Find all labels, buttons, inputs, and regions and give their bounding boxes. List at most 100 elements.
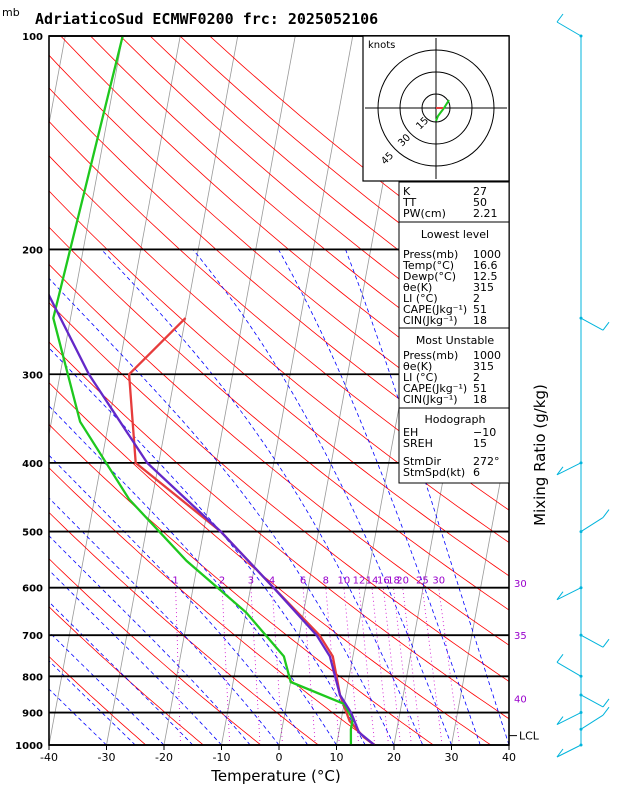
- wind-barb: [556, 712, 582, 726]
- mixing-ratio-label: 12: [353, 576, 366, 587]
- index-lowest-label: θe(K): [403, 281, 432, 294]
- pressure-label-100: 100: [22, 32, 43, 43]
- dry-adiabat: [49, 655, 147, 745]
- index-unstable-label: θe(K): [403, 360, 432, 373]
- index-unstable-label: LI (°C): [403, 371, 438, 384]
- wind-barb: [556, 744, 582, 758]
- wind-barb-flag: [556, 653, 564, 663]
- wind-barb-base: [579, 633, 583, 637]
- wind-barb-flag: [602, 638, 610, 648]
- x-tick-label: -20: [155, 751, 173, 764]
- index-unstable-value: 1000: [473, 349, 501, 362]
- x-tick-label: -40: [40, 751, 58, 764]
- dry-adiabat: [49, 423, 434, 745]
- wind-barb-base: [579, 316, 583, 320]
- wind-barb-base: [579, 711, 583, 715]
- dry-adiabat: [49, 606, 204, 745]
- dry-adiabat: [49, 382, 492, 745]
- index-storm-label: StmSpd(kt): [403, 466, 465, 479]
- chart-title: AdriaticoSud ECMWF0200 frc: 2025052106: [35, 10, 378, 28]
- wind-barb-flag: [556, 716, 564, 725]
- index-lowest-label: Press(mb): [403, 248, 458, 261]
- wind-barb: [580, 517, 604, 532]
- index-unstable-label: CAPE(Jkg⁻¹): [403, 382, 467, 395]
- pressure-label-800: 800: [22, 672, 43, 683]
- pressure-label-500: 500: [22, 528, 43, 539]
- wind-barb: [580, 634, 604, 648]
- dry-adiabat: [49, 155, 509, 543]
- index-hodo-label: SREH: [403, 437, 433, 450]
- index-unstable-value: 2: [473, 371, 480, 384]
- index-hodo-label: EH: [403, 426, 418, 439]
- mixing-ratio-label: 2: [219, 576, 225, 587]
- pressure-label-700: 700: [22, 631, 43, 642]
- index-top-label: K: [403, 185, 411, 198]
- mixing-ratio-line: [175, 587, 181, 745]
- wind-barb-base: [579, 34, 583, 38]
- dry-adiabat: [49, 226, 509, 611]
- index-storm-value: 272°: [473, 455, 500, 468]
- mixing-ratio-label: 18: [387, 576, 400, 587]
- wind-barb-flag: [556, 13, 564, 23]
- wind-barb: [580, 317, 604, 331]
- lcl-label: LCL: [519, 730, 540, 743]
- wind-barb: [556, 462, 582, 476]
- theta-e-label: 40: [514, 695, 527, 706]
- mixing-ratio-label: 14: [366, 576, 379, 587]
- wind-barb-flag: [556, 591, 564, 601]
- parcel-profile: [49, 292, 376, 745]
- index-unstable-value: 315: [473, 360, 494, 373]
- index-top-value: 2.21: [473, 207, 498, 220]
- wind-barb: [580, 694, 604, 708]
- x-tick-label: 30: [445, 751, 459, 764]
- index-storm-value: 6: [473, 466, 480, 479]
- dry-adiabat: [49, 54, 509, 449]
- x-tick-label: 40: [502, 751, 516, 764]
- moist-adiabat: [49, 688, 107, 745]
- mixing-ratio-line: [302, 587, 316, 745]
- isotherm: [49, 36, 124, 437]
- mixing-ratio-label: 30: [432, 576, 445, 587]
- mixing-ratio-label: 16: [377, 576, 390, 587]
- profile-lines: [49, 36, 376, 745]
- moist-adiabat: [49, 631, 165, 745]
- mixing-ratio-label: 3: [248, 576, 254, 587]
- index-table: Lowest level Most Unstable Hodograph K 27…: [398, 181, 510, 484]
- theta-e-label: 35: [514, 631, 527, 642]
- index-unstable-value: 18: [473, 393, 487, 406]
- index-unstable-label: CIN(Jkg⁻¹): [403, 393, 458, 406]
- hodograph-units: knots: [368, 40, 395, 51]
- wind-barb-base: [579, 743, 583, 747]
- hodograph-index-title: Hodograph: [425, 413, 486, 426]
- dry-adiabat: [49, 511, 319, 745]
- index-lowest-label: CAPE(Jkg⁻¹): [403, 303, 467, 316]
- index-lowest-value: 2: [473, 292, 480, 305]
- wind-barb-flag: [556, 748, 564, 758]
- wind-profile: [556, 13, 610, 758]
- isotherm: [451, 432, 509, 745]
- wind-barb-flag: [602, 706, 610, 716]
- index-top-value: 27: [473, 185, 487, 198]
- pressure-label-400: 400: [22, 459, 43, 470]
- moist-adiabat: [278, 249, 481, 745]
- index-top-label: PW(cm): [403, 207, 446, 220]
- mixing-ratio-label: 1: [172, 576, 178, 587]
- wind-barb: [556, 21, 582, 37]
- wind-barb-base: [579, 530, 583, 534]
- temperature-profile: [127, 317, 376, 745]
- hodograph: knots 15 30 45: [362, 35, 510, 182]
- isotherm: [221, 36, 354, 745]
- mixing-ratio-line: [422, 587, 443, 745]
- wind-barb-base: [579, 674, 583, 678]
- mixing-ratio-line: [438, 587, 460, 745]
- wind-barb: [580, 714, 604, 730]
- index-hodo-value: 15: [473, 437, 487, 450]
- dry-adiabat: [49, 120, 509, 511]
- x-tick-label: -10: [213, 751, 231, 764]
- mixing-ratio-axis-title: Mixing Ratio (g/kg): [531, 384, 549, 526]
- dry-adiabat: [49, 87, 509, 480]
- moist-adiabat: [49, 660, 136, 745]
- dry-adiabat: [60, 36, 509, 419]
